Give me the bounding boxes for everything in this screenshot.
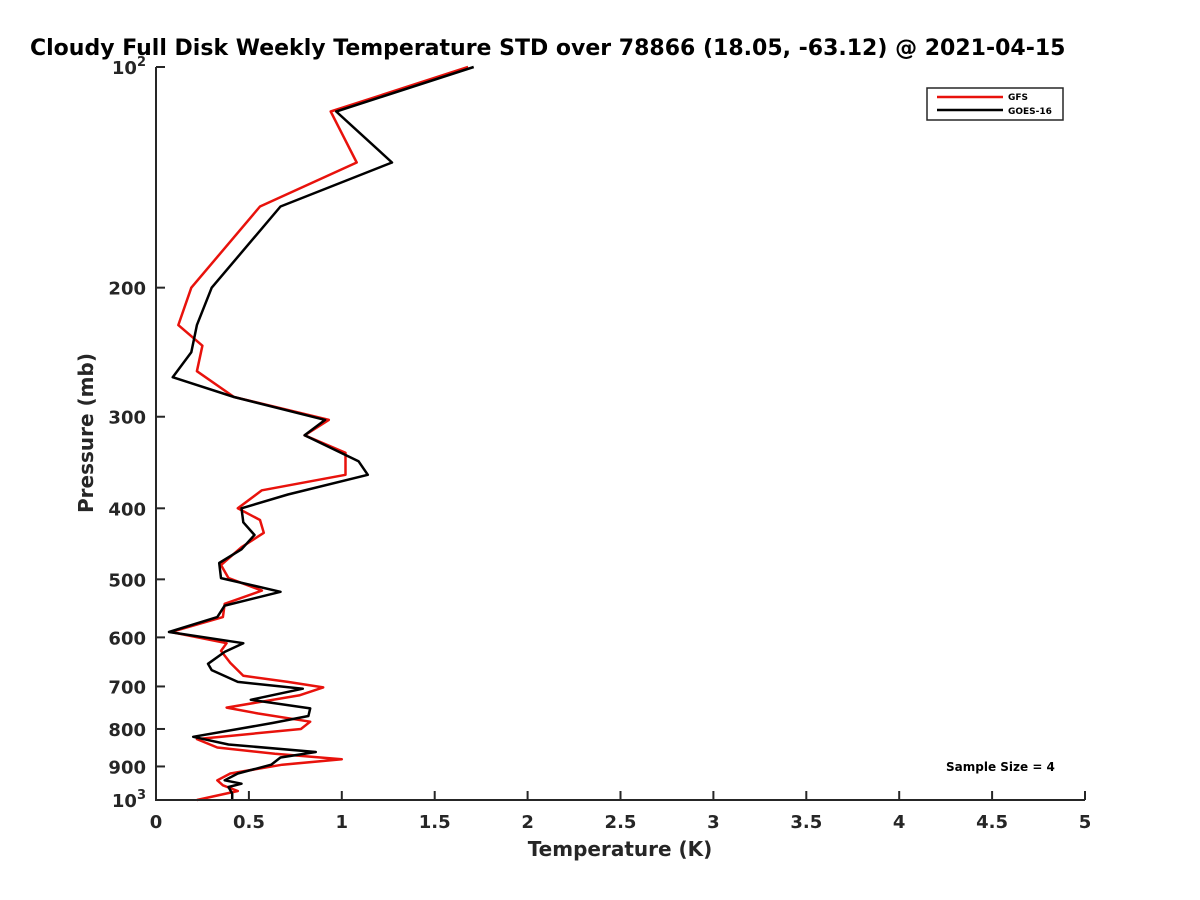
y-tick-label: 900 <box>108 757 146 778</box>
series-line-gfs <box>169 65 469 802</box>
x-tick-label: 2.5 <box>605 812 637 833</box>
x-tick-label: 4 <box>893 812 906 833</box>
x-tick-label: 1 <box>336 812 349 833</box>
x-tick-label: 2 <box>521 812 534 833</box>
y-tick-label: 500 <box>108 570 146 591</box>
x-tick-label: 3.5 <box>790 812 822 833</box>
plot-area <box>167 65 475 802</box>
x-tick-label: 1.5 <box>419 812 451 833</box>
x-tick-label: 0 <box>150 812 163 833</box>
sample-size-annotation: Sample Size = 4 <box>946 760 1055 774</box>
x-tick-label: 4.5 <box>976 812 1008 833</box>
legend-label-goes16: GOES-16 <box>1008 107 1052 117</box>
y-tick-label: 700 <box>108 677 146 698</box>
y-axis-label: Pressure (mb) <box>74 353 98 513</box>
x-axis-ticks: 0 0.5 1 1.5 2 2.5 3 3.5 4 4.5 5 <box>150 791 1092 833</box>
chart-title: Cloudy Full Disk Weekly Temperature STD … <box>30 36 1065 61</box>
x-tick-label: 0.5 <box>233 812 265 833</box>
y-axis-ticks: 102 200 300 400 500 600 700 800 900 103 <box>108 55 165 812</box>
legend: GFS GOES-16 <box>926 87 1064 121</box>
x-tick-label: 5 <box>1079 812 1092 833</box>
legend-box <box>926 87 1064 121</box>
y-tick-label: 103 <box>112 788 146 812</box>
series-line-goes-16 <box>167 65 475 800</box>
y-tick-label: 600 <box>108 628 146 649</box>
x-axis-label: Temperature (K) <box>528 837 713 861</box>
y-tick-label: 300 <box>108 408 146 429</box>
legend-label-gfs: GFS <box>1008 93 1028 103</box>
y-tick-label: 102 <box>112 55 146 79</box>
y-tick-label: 800 <box>108 720 146 741</box>
y-tick-label: 400 <box>108 499 146 520</box>
y-tick-label: 200 <box>108 279 146 300</box>
x-tick-label: 3 <box>707 812 720 833</box>
